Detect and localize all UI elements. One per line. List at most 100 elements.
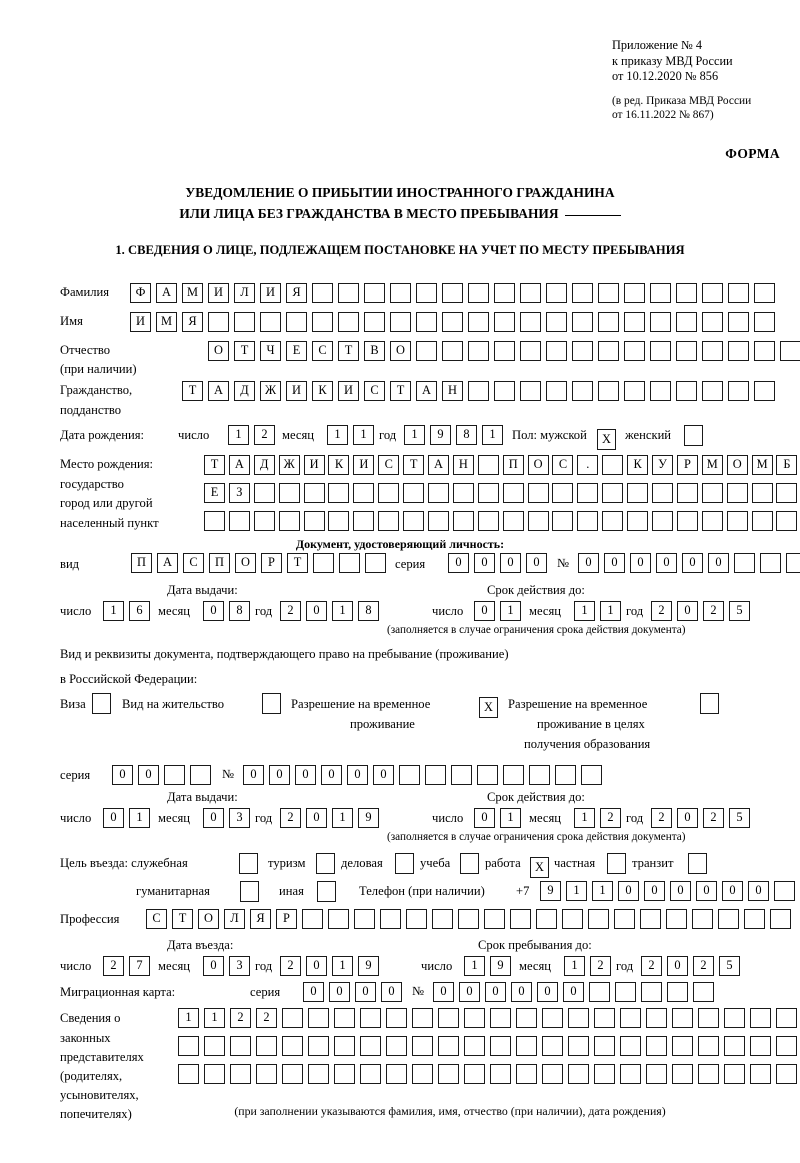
form-cell[interactable]	[666, 909, 687, 929]
purpose-study-checkbox[interactable]	[460, 853, 479, 874]
form-cell[interactable]	[338, 312, 359, 332]
form-cell[interactable]: Е	[286, 341, 307, 361]
form-cell[interactable]: С	[312, 341, 333, 361]
form-cell[interactable]	[494, 381, 515, 401]
form-cell[interactable]: 0	[306, 808, 327, 828]
form-cell[interactable]	[650, 283, 671, 303]
form-cell[interactable]	[676, 341, 697, 361]
form-cell[interactable]	[510, 909, 531, 929]
form-cell[interactable]: 9	[540, 881, 561, 901]
form-cell[interactable]: 0	[696, 881, 717, 901]
purpose-business-checkbox[interactable]	[395, 853, 414, 874]
form-cell[interactable]: 0	[433, 982, 454, 1002]
form-cell[interactable]: 2	[280, 956, 301, 976]
form-cell[interactable]	[360, 1008, 381, 1028]
form-cell[interactable]: 2	[256, 1008, 277, 1028]
form-cell[interactable]	[546, 312, 567, 332]
form-cell[interactable]	[458, 909, 479, 929]
form-cell[interactable]	[416, 341, 437, 361]
form-cell[interactable]	[403, 483, 425, 503]
form-cell[interactable]	[701, 511, 723, 531]
form-cell[interactable]	[698, 1064, 719, 1084]
form-cell[interactable]	[754, 381, 775, 401]
form-cell[interactable]	[464, 1036, 485, 1056]
form-cell[interactable]: П	[209, 553, 230, 573]
form-cell[interactable]: 2	[600, 808, 621, 828]
form-cell[interactable]	[650, 381, 671, 401]
form-cell[interactable]: А	[428, 455, 450, 475]
form-cell[interactable]	[754, 283, 775, 303]
form-cell[interactable]	[698, 1036, 719, 1056]
form-cell[interactable]: 2	[703, 601, 724, 621]
form-cell[interactable]: 1	[564, 956, 585, 976]
form-cell[interactable]: 0	[269, 765, 290, 785]
form-cell[interactable]: К	[328, 455, 350, 475]
form-cell[interactable]	[652, 483, 674, 503]
form-cell[interactable]	[568, 1064, 589, 1084]
form-cell[interactable]: 1	[332, 601, 353, 621]
purpose-private-checkbox[interactable]	[607, 853, 626, 874]
form-cell[interactable]	[256, 1064, 277, 1084]
form-cell[interactable]: 0	[722, 881, 743, 901]
form-cell[interactable]	[536, 909, 557, 929]
form-cell[interactable]: О	[726, 455, 748, 475]
form-cell[interactable]	[602, 455, 624, 475]
form-cell[interactable]: 2	[280, 601, 301, 621]
form-cell[interactable]	[286, 312, 307, 332]
form-cell[interactable]: 0	[203, 601, 224, 621]
form-cell[interactable]: 0	[748, 881, 769, 901]
form-cell[interactable]	[303, 511, 325, 531]
form-cell[interactable]: О	[198, 909, 219, 929]
form-cell[interactable]	[516, 1064, 537, 1084]
form-cell[interactable]	[312, 312, 333, 332]
form-cell[interactable]	[502, 483, 524, 503]
form-cell[interactable]: О	[390, 341, 411, 361]
form-cell[interactable]	[360, 1036, 381, 1056]
form-cell[interactable]	[640, 909, 661, 929]
form-cell[interactable]	[692, 909, 713, 929]
form-cell[interactable]: 9	[430, 425, 451, 445]
form-cell[interactable]	[702, 341, 723, 361]
form-cell[interactable]	[334, 1064, 355, 1084]
form-cell[interactable]: 1	[574, 808, 595, 828]
form-cell[interactable]	[589, 982, 610, 1002]
form-cell[interactable]	[312, 283, 333, 303]
form-cell[interactable]: С	[364, 381, 385, 401]
form-cell[interactable]: 9	[358, 808, 379, 828]
form-cell[interactable]	[577, 483, 599, 503]
form-cell[interactable]	[308, 1064, 329, 1084]
form-cell[interactable]: Д	[234, 381, 255, 401]
form-cell[interactable]: 3	[229, 956, 250, 976]
form-cell[interactable]: О	[208, 341, 229, 361]
form-cell[interactable]: 0	[355, 982, 376, 1002]
form-cell[interactable]	[354, 909, 375, 929]
form-cell[interactable]	[542, 1008, 563, 1028]
form-cell[interactable]: 0	[511, 982, 532, 1002]
form-cell[interactable]	[776, 483, 798, 503]
form-cell[interactable]: 1	[574, 601, 595, 621]
form-cell[interactable]: 0	[295, 765, 316, 785]
form-cell[interactable]	[520, 341, 541, 361]
form-cell[interactable]	[490, 1036, 511, 1056]
form-cell[interactable]	[256, 1036, 277, 1056]
form-cell[interactable]: 1	[129, 808, 150, 828]
form-cell[interactable]	[334, 1036, 355, 1056]
form-cell[interactable]	[451, 765, 472, 785]
form-cell[interactable]	[624, 341, 645, 361]
form-cell[interactable]	[364, 283, 385, 303]
form-cell[interactable]	[468, 283, 489, 303]
form-cell[interactable]: Т	[403, 455, 425, 475]
form-cell[interactable]: М	[182, 283, 203, 303]
form-cell[interactable]	[438, 1036, 459, 1056]
form-cell[interactable]: И	[303, 455, 325, 475]
form-cell[interactable]	[542, 1064, 563, 1084]
sex-female-checkbox[interactable]	[684, 425, 703, 446]
form-cell[interactable]	[260, 312, 281, 332]
form-cell[interactable]	[380, 909, 401, 929]
